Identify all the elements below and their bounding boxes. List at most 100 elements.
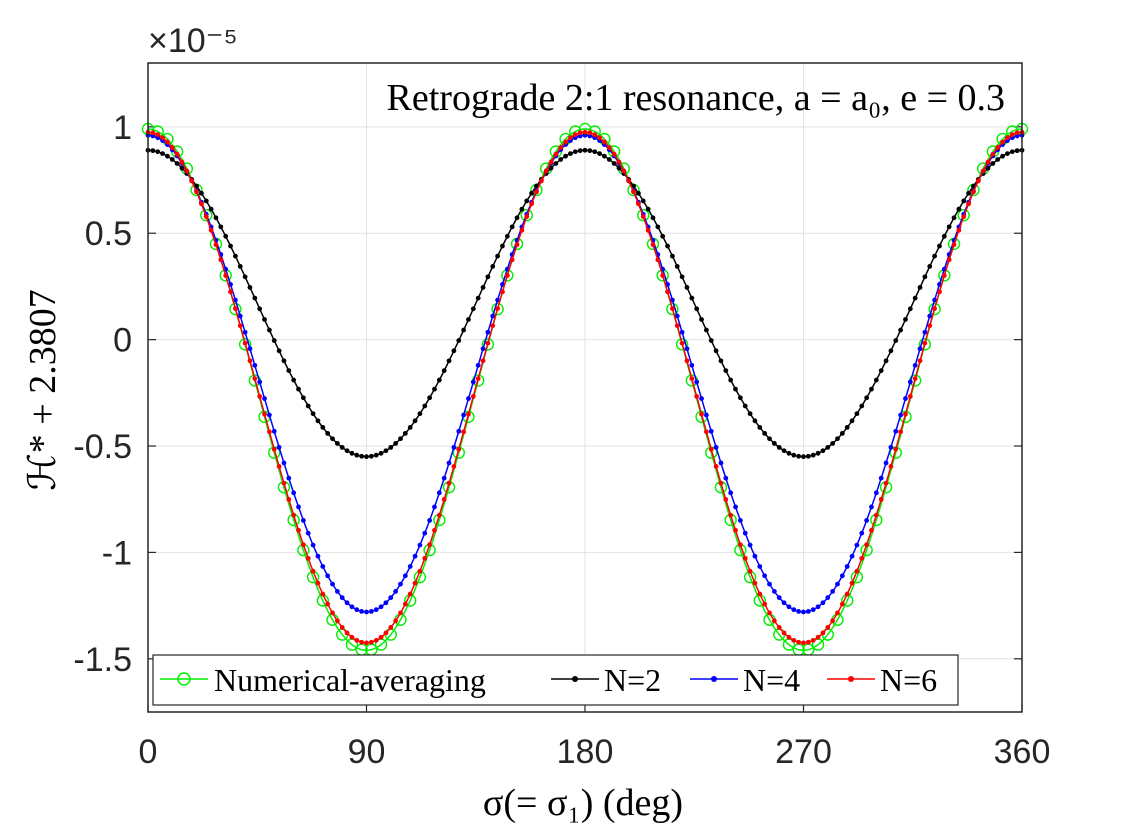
data-point xyxy=(742,555,748,561)
data-point xyxy=(300,395,306,401)
data-point xyxy=(179,159,185,165)
data-point xyxy=(917,346,923,352)
data-point xyxy=(883,358,889,364)
data-point xyxy=(791,452,797,458)
data-point xyxy=(1000,139,1005,145)
data-point xyxy=(383,630,389,636)
data-point xyxy=(776,625,782,630)
x-tick-label: 270 xyxy=(775,733,832,771)
data-point xyxy=(427,542,433,548)
data-point xyxy=(558,145,564,150)
data-point xyxy=(917,358,923,364)
data-point xyxy=(937,243,942,249)
data-point xyxy=(636,201,641,207)
data-point xyxy=(150,130,156,136)
data-point xyxy=(927,323,933,329)
data-point xyxy=(568,151,573,156)
data-point xyxy=(364,640,369,646)
data-point xyxy=(757,424,763,430)
data-point xyxy=(247,346,253,352)
data-point xyxy=(519,206,525,212)
data-point xyxy=(325,573,331,579)
data-point xyxy=(873,512,879,518)
data-point xyxy=(854,411,860,417)
data-point xyxy=(441,368,447,374)
legend-entry-n6: N=6 xyxy=(827,662,937,698)
data-point xyxy=(932,253,937,259)
data-point xyxy=(451,464,457,469)
data-point xyxy=(1005,135,1010,141)
data-point xyxy=(873,377,879,383)
data-point xyxy=(1000,153,1005,159)
data-point xyxy=(946,257,952,263)
data-point xyxy=(937,289,942,295)
data-point xyxy=(713,464,719,469)
data-point xyxy=(703,412,709,418)
data-point xyxy=(325,430,331,436)
data-point xyxy=(854,542,860,548)
data-point xyxy=(640,198,646,204)
legend: Numerical-averaging N=2 N=4 N=6 xyxy=(152,654,959,706)
data-point xyxy=(893,428,899,434)
data-point xyxy=(878,497,884,502)
data-point xyxy=(359,609,365,614)
data-point xyxy=(266,429,272,435)
y-tick-label: 0.5 xyxy=(85,215,132,253)
data-point xyxy=(675,338,689,351)
x-tick-label: 360 xyxy=(994,733,1051,771)
data-point xyxy=(563,153,568,159)
data-point xyxy=(412,553,418,559)
data-point xyxy=(747,568,753,574)
data-point xyxy=(242,274,248,280)
data-point xyxy=(582,129,588,135)
data-point xyxy=(495,253,500,259)
data-point xyxy=(398,581,403,587)
data-point xyxy=(898,429,904,435)
data-point xyxy=(723,497,729,502)
legend-marker-n4 xyxy=(711,676,717,682)
data-point xyxy=(509,257,515,263)
data-point xyxy=(771,618,777,624)
data-point xyxy=(296,527,301,533)
data-point xyxy=(655,257,661,263)
data-point xyxy=(796,639,802,645)
data-point xyxy=(718,480,724,486)
data-point xyxy=(398,436,403,442)
data-point xyxy=(485,340,491,346)
data-point xyxy=(364,454,369,460)
data-point xyxy=(393,441,399,446)
data-point xyxy=(966,190,971,196)
data-point xyxy=(504,233,510,239)
data-point xyxy=(927,263,933,269)
data-point xyxy=(208,206,214,212)
data-point xyxy=(975,178,981,184)
data-point xyxy=(582,147,588,153)
data-point xyxy=(990,161,996,166)
data-point xyxy=(514,215,520,221)
data-point xyxy=(330,610,335,616)
data-point xyxy=(907,394,913,399)
data-point xyxy=(747,411,753,417)
data-point xyxy=(271,338,277,343)
data-point xyxy=(461,327,467,333)
data-point xyxy=(218,257,224,263)
data-point xyxy=(864,517,870,523)
data-point xyxy=(446,358,452,364)
data-point xyxy=(606,157,612,162)
data-point xyxy=(242,329,248,335)
series-n-2 xyxy=(145,147,1025,460)
data-point xyxy=(354,637,360,643)
data-point xyxy=(252,295,258,301)
data-point xyxy=(883,460,889,466)
data-point xyxy=(160,151,165,156)
data-point xyxy=(869,386,874,392)
data-point xyxy=(572,132,578,138)
data-point xyxy=(233,297,238,303)
data-point xyxy=(1014,148,1020,154)
data-point xyxy=(407,564,413,569)
data-point xyxy=(898,412,904,418)
data-point xyxy=(621,168,627,174)
data-point xyxy=(339,445,345,450)
data-point xyxy=(873,490,879,496)
